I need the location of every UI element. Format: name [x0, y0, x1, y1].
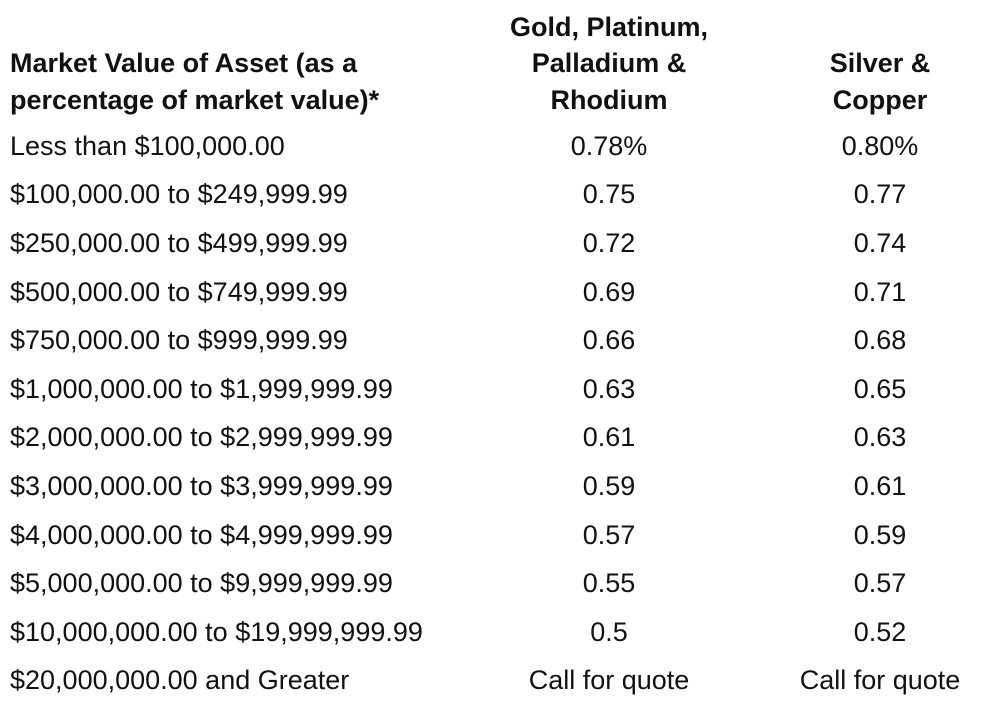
header-silver-line: Copper [832, 84, 928, 115]
header-gold-line: Gold, Platinum, [509, 11, 708, 42]
header-row: Market Value of Asset (as a percentage o… [8, 0, 998, 122]
gold-rate-cell: 0.55 [582, 568, 636, 599]
market-value-range-cell: $750,000.00 to $999,999.99 [10, 325, 348, 356]
table-body: Less than $100,000.00 0.78% 0.80% $100,000.… [8, 122, 998, 705]
table-row: $2,000,000.00 to $2,999,999.99 0.61 0.63 [8, 414, 998, 463]
gold-rate-cell: 0.5 [590, 616, 628, 647]
silver-rate-cell: 0.57 [853, 568, 907, 599]
gold-platinum-column-header: Gold, Platinum, Palladium & Rhodium [476, 0, 762, 122]
header-label-line: Market Value of Asset (as a [10, 48, 358, 78]
silver-copper-column-header: Silver & Copper [762, 0, 998, 122]
fee-schedule-table: Market Value of Asset (as a percentage o… [8, 0, 998, 705]
table-row: $250,000.00 to $499,999.99 0.72 0.74 [8, 219, 998, 268]
silver-rate-cell: 0.80% [841, 130, 919, 161]
market-value-range-cell: $500,000.00 to $749,999.99 [10, 276, 348, 307]
table-row: $1,000,000.00 to $1,999,999.99 0.63 0.65 [8, 365, 998, 414]
gold-rate-cell: 0.57 [582, 519, 636, 550]
gold-rate-cell: 0.63 [582, 373, 636, 404]
table-row: $20,000,000.00 and Greater Call for quote… [8, 657, 998, 706]
table-row: Less than $100,000.00 0.78% 0.80% [8, 122, 998, 171]
market-value-range-cell: $3,000,000.00 to $3,999,999.99 [10, 470, 393, 501]
market-value-column-header: Market Value of Asset (as a percentage o… [8, 0, 476, 122]
market-value-range-cell: $5,000,000.00 to $9,999,999.99 [10, 568, 393, 599]
gold-rate-cell: 0.61 [582, 422, 636, 453]
silver-rate-cell: 0.74 [853, 227, 907, 258]
gold-rate-cell: Call for quote [528, 665, 690, 696]
table-row: $750,000.00 to $999,999.99 0.66 0.68 [8, 316, 998, 365]
gold-rate-cell: 0.69 [582, 276, 636, 307]
table-row: $3,000,000.00 to $3,999,999.99 0.59 0.61 [8, 462, 998, 511]
header-silver-line: Silver & [829, 48, 931, 78]
market-value-range-cell: $100,000.00 to $249,999.99 [10, 179, 348, 210]
silver-rate-cell: Call for quote [799, 665, 961, 696]
market-value-range-cell: $4,000,000.00 to $4,999,999.99 [10, 519, 393, 550]
gold-rate-cell: 0.75 [582, 179, 636, 210]
silver-rate-cell: 0.65 [853, 373, 907, 404]
table-header: Market Value of Asset (as a percentage o… [8, 0, 998, 122]
table-row: $100,000.00 to $249,999.99 0.75 0.77 [8, 171, 998, 220]
market-value-range-cell: $250,000.00 to $499,999.99 [10, 227, 348, 258]
gold-rate-cell: 0.72 [582, 227, 636, 258]
silver-rate-cell: 0.59 [853, 519, 907, 550]
silver-rate-cell: 0.63 [853, 422, 907, 453]
header-gold-line: Rhodium [550, 84, 668, 115]
gold-rate-cell: 0.78% [570, 130, 648, 161]
market-value-range-cell: $1,000,000.00 to $1,999,999.99 [10, 373, 393, 404]
market-value-range-cell: $2,000,000.00 to $2,999,999.99 [10, 422, 393, 453]
market-value-range-cell: Less than $100,000.00 [10, 130, 285, 161]
market-value-range-cell: $10,000,000.00 to $19,999,999.99 [10, 616, 423, 647]
table-row: $5,000,000.00 to $9,999,999.99 0.55 0.57 [8, 559, 998, 608]
silver-rate-cell: 0.77 [853, 179, 907, 210]
table-row: $500,000.00 to $749,999.99 0.69 0.71 [8, 268, 998, 317]
silver-rate-cell: 0.61 [853, 470, 907, 501]
silver-rate-cell: 0.52 [853, 616, 907, 647]
table-row: $10,000,000.00 to $19,999,999.99 0.5 0.52 [8, 608, 998, 657]
gold-rate-cell: 0.59 [582, 470, 636, 501]
silver-rate-cell: 0.71 [853, 276, 907, 307]
table-row: $4,000,000.00 to $4,999,999.99 0.57 0.59 [8, 511, 998, 560]
header-gold-line: Palladium & [531, 48, 687, 78]
market-value-range-cell: $20,000,000.00 and Greater [10, 665, 350, 696]
gold-rate-cell: 0.66 [582, 325, 636, 356]
silver-rate-cell: 0.68 [853, 325, 907, 356]
header-label-line: percentage of market value)* [10, 84, 380, 115]
